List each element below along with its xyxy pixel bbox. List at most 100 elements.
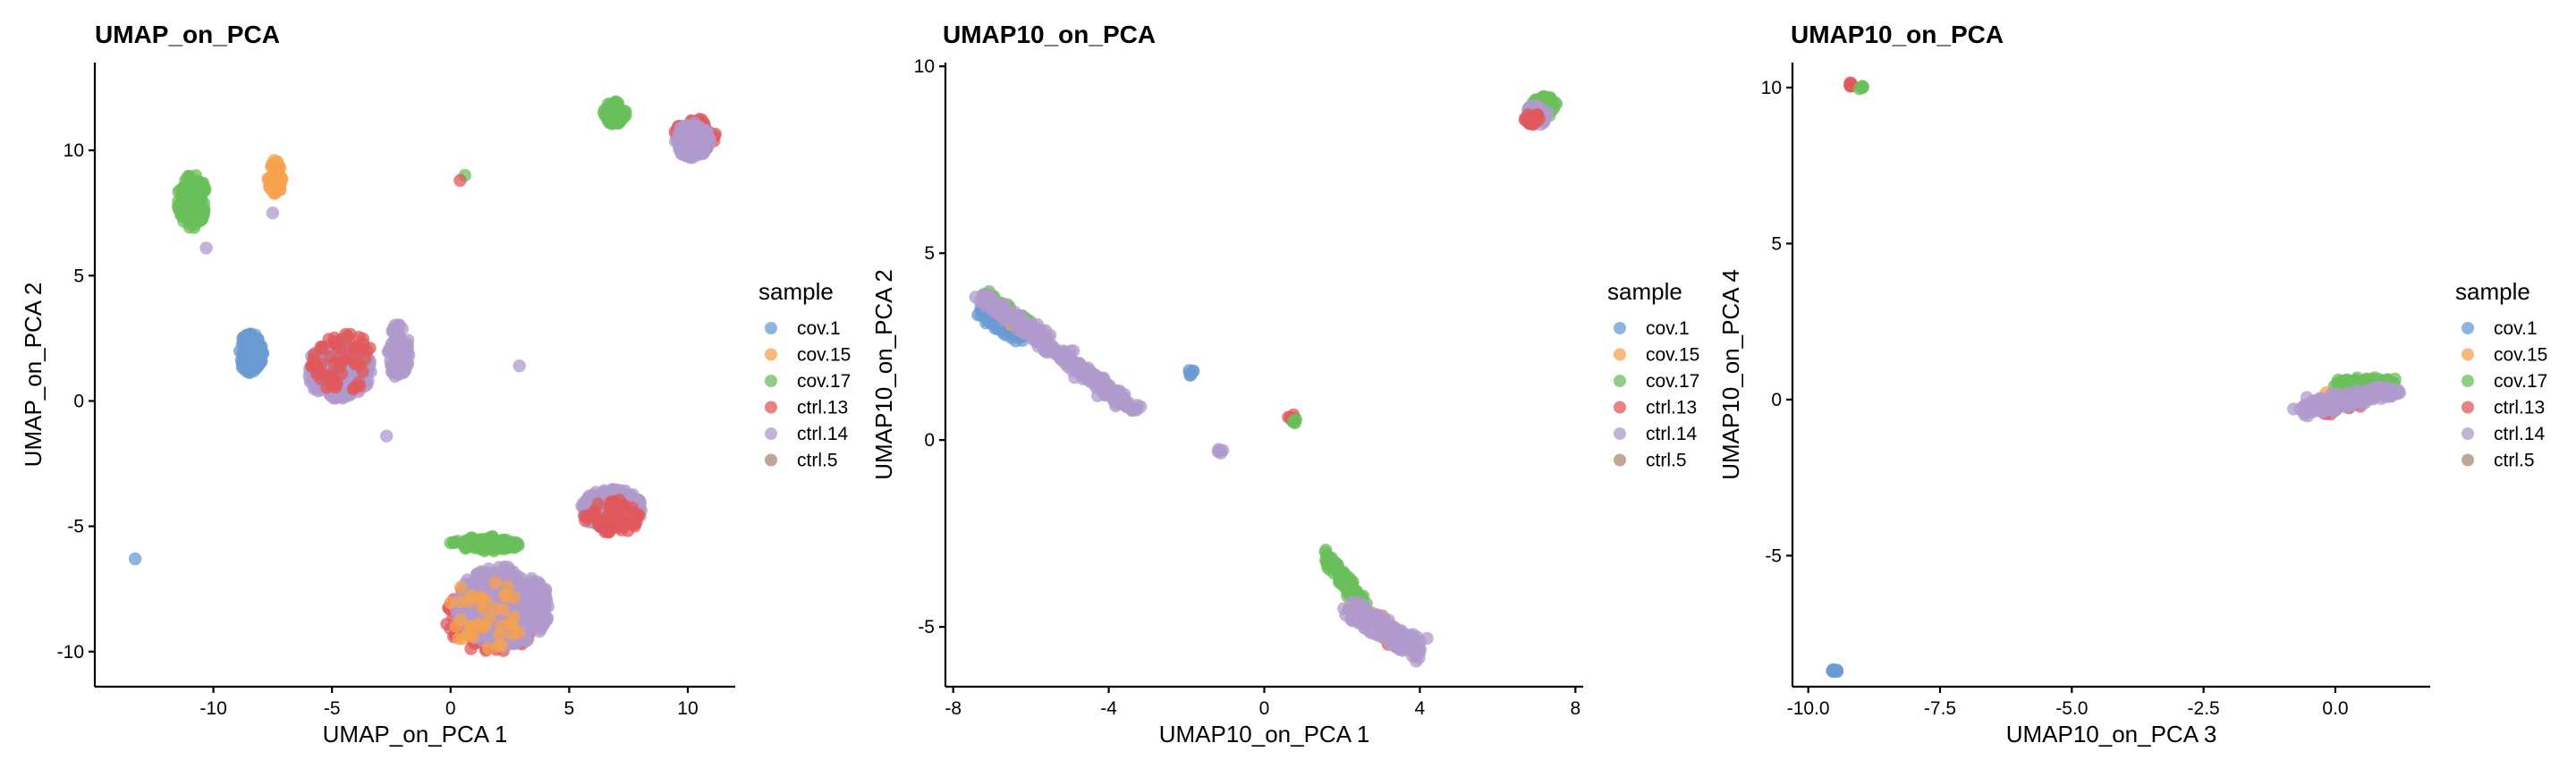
data-point [1125,403,1139,417]
data-point [2342,389,2355,403]
y-tick-label: -5 [1765,545,1782,566]
legend-swatch [2462,348,2474,361]
legend-label: ctrl.5 [1646,451,1687,471]
data-point [698,142,711,156]
y-tick-label: 10 [914,56,935,77]
legend-swatch [2462,453,2474,467]
data-point [1361,613,1375,627]
legend-title: sample [1607,278,1682,305]
legend-label: cov.15 [2494,345,2547,366]
data-point [453,595,467,608]
data-point [1081,373,1095,387]
legend-label: ctrl.13 [797,398,848,418]
data-point [315,367,329,381]
data-point [525,601,538,614]
data-point [629,508,642,522]
data-point [1384,622,1397,637]
data-point [603,511,617,525]
legend-swatch [2462,427,2474,440]
data-point [488,576,502,589]
data-point [2352,391,2367,404]
data-point [493,628,506,641]
data-point [199,241,213,255]
legend-label: ctrl.14 [2494,424,2546,444]
x-axis-label: UMAP10_on_PCA 3 [2006,721,2217,747]
data-point [233,344,247,358]
legend-swatch [765,348,777,361]
data-point [251,333,265,346]
legend-swatch [2462,322,2474,334]
legend-label: ctrl.13 [2494,398,2545,418]
chart-panel-1: -10 -5 0 5 10 -10 -5 0 5 10 UMAP_on_PCA UMAP_on_PCA… [20,21,851,747]
points-group [128,95,722,657]
data-point [682,141,697,155]
y-tick-label: -5 [918,617,935,638]
x-tick-label: -4 [1100,698,1117,719]
data-point [1326,554,1341,568]
data-point [346,353,360,367]
y-tick-label: -10 [57,642,84,663]
data-point [2391,387,2404,401]
data-point [356,332,369,346]
y-tick-label: 5 [1771,233,1782,254]
legend-swatch [1614,375,1626,387]
data-point [540,612,555,625]
data-point [466,533,479,546]
x-tick-label: -7.5 [1924,698,1956,719]
data-point [1216,443,1230,457]
data-point [464,588,478,602]
x-axis-label: UMAP_on_PCA 1 [323,721,508,747]
data-point [352,376,366,390]
y-tick-label: 5 [924,243,935,264]
data-point [676,121,690,134]
legend-label: cov.17 [1646,371,1699,392]
data-point [529,577,543,591]
y-tick-label: 5 [73,266,84,286]
data-point [579,514,592,528]
data-point [182,180,196,193]
legend-label: ctrl.5 [797,451,838,471]
data-point [266,207,280,220]
legend-swatch [765,375,777,387]
data-point [995,300,1009,314]
data-point [619,105,632,119]
data-point [611,97,625,110]
data-point [1394,624,1408,638]
legend-label: cov.1 [797,318,841,339]
data-point [1098,381,1113,394]
data-point [479,619,492,632]
y-axis-label: UMAP10_on_PCA 2 [870,269,897,480]
data-point [380,429,394,443]
legend-label: cov.15 [1646,345,1699,366]
legend-swatch [765,322,777,334]
data-point [980,291,994,304]
chart-title: UMAP10_on_PCA [1791,21,2004,48]
data-point [519,579,532,592]
data-point [1286,415,1300,428]
y-tick-label: 10 [64,140,84,161]
data-point [616,505,630,519]
data-point [598,525,612,538]
data-point [1033,324,1047,337]
data-point [582,489,596,503]
data-point [399,363,412,376]
data-point [2368,385,2383,400]
y-tick-label: 0 [73,391,84,411]
x-tick-label: 0.0 [2322,698,2348,719]
data-point [444,536,457,550]
legend: sample cov.1 cov.15 cov.17 ctrl.13 ctrl.14 ctr… [1607,278,1699,471]
data-point [386,324,400,338]
x-tick-label: -8 [945,698,962,719]
points-group [969,89,1563,668]
legend-swatch [1614,427,1626,440]
data-point [452,632,465,646]
data-point [476,532,489,546]
data-point [453,612,468,627]
legend-swatch [765,401,777,414]
chart-title: UMAP_on_PCA [95,21,280,48]
legend-swatch [1614,401,1626,414]
data-point [335,356,348,369]
data-point [267,170,281,184]
data-point [533,620,547,633]
